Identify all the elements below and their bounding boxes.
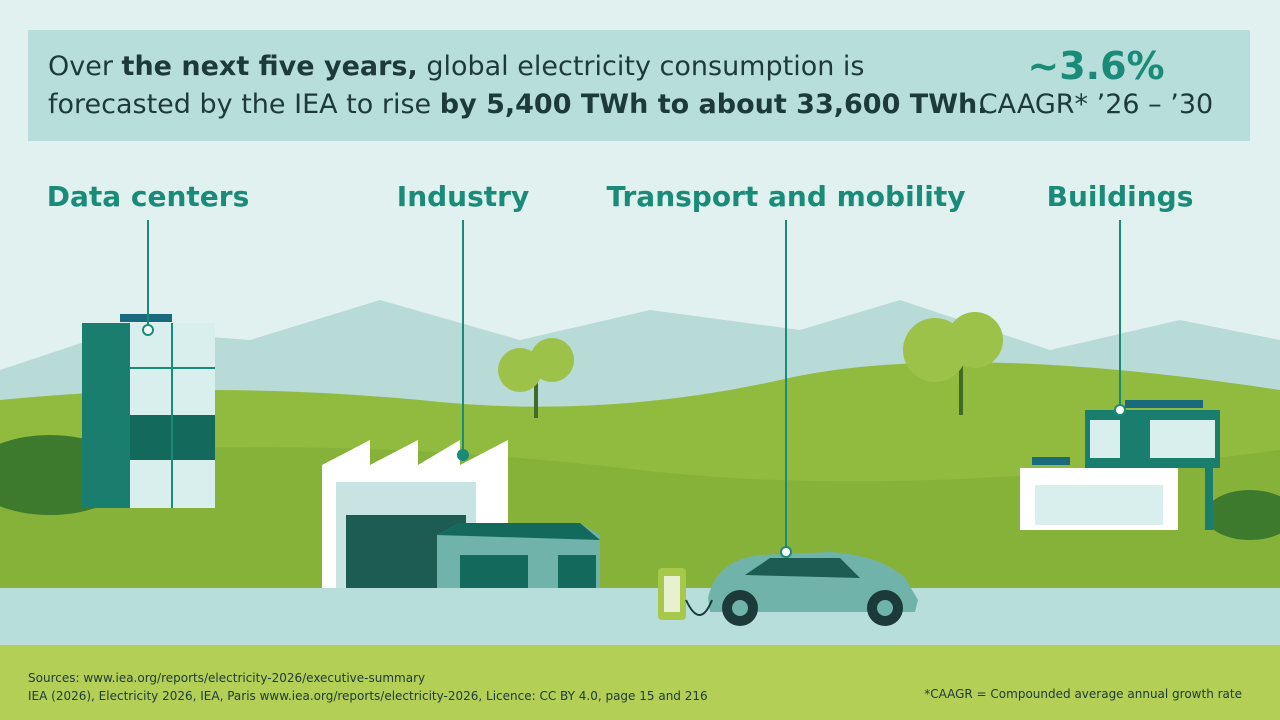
stat-value: ~3.6% [1027, 44, 1165, 88]
text-bold: by 5,400 TWh to about 33,600 TWh. [439, 89, 988, 120]
footer: Sources: www.iea.org/reports/electricity… [0, 645, 1280, 720]
stat-label: CAAGR* ’26 – ’30 [978, 89, 1214, 120]
footnote: *CAAGR = Compounded average annual growt… [924, 687, 1242, 701]
source-line: IEA (2026), Electricity 2026, IEA, Paris… [28, 689, 708, 703]
ev-charger-and-car [658, 552, 918, 626]
house [1020, 400, 1220, 530]
sector-label: Transport and mobility [606, 180, 966, 213]
sector-label: Buildings [1046, 180, 1194, 213]
text: forecasted by the IEA to rise [48, 89, 432, 120]
text: Over [48, 51, 113, 82]
header-box: Over the next five years, global electri… [28, 30, 1250, 141]
data-center-building [82, 314, 215, 508]
hills-front [0, 447, 1280, 600]
trees [0, 312, 1280, 540]
source-line: Sources: www.iea.org/reports/electricity… [28, 671, 426, 685]
sector-label: Industry [396, 180, 530, 213]
headline: Over the next five years, global electri… [48, 48, 987, 124]
road [0, 588, 1280, 645]
sources: Sources: www.iea.org/reports/electricity… [28, 669, 708, 705]
factory [322, 440, 600, 588]
text-bold: the next five years, [121, 51, 418, 82]
pointers [142, 220, 1126, 558]
stat: ~3.6% CAAGR* ’26 – ’30 [976, 44, 1216, 122]
sector-label: Data centers [46, 180, 250, 213]
text: global electricity consumption is [426, 51, 865, 82]
